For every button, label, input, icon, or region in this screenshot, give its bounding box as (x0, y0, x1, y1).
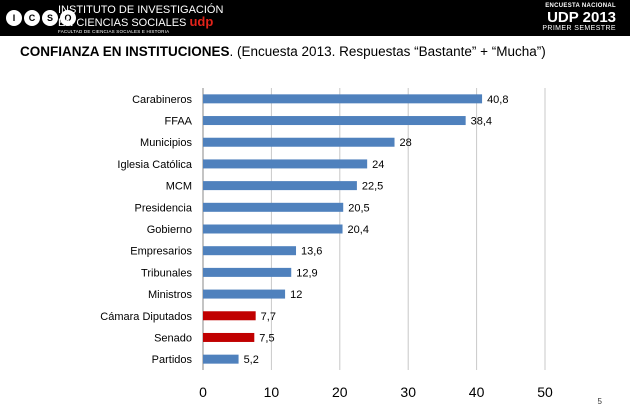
category-label: FFAA (164, 116, 192, 128)
grid-layer (202, 88, 546, 370)
logo-letter-o: O (60, 10, 76, 26)
survey-line3: PRIMER SEMESTRE (542, 25, 616, 32)
bar (203, 159, 368, 169)
x-tick-label: 50 (537, 384, 553, 400)
survey-line2: UDP 2013 (547, 9, 616, 26)
value-label: 7,7 (261, 311, 276, 323)
value-label: 12 (290, 289, 302, 301)
value-label: 38,4 (471, 116, 492, 128)
category-label: MCM (166, 181, 192, 193)
slide-title-bold: CONFIANZA EN INSTITUCIONES (20, 44, 230, 59)
slide-title: CONFIANZA EN INSTITUCIONES. (Encuesta 20… (20, 44, 546, 59)
logo-letter-s: S (42, 10, 58, 26)
header-bar (0, 0, 630, 36)
bar (203, 354, 239, 364)
bar (203, 311, 256, 321)
category-label: Carabineros (132, 94, 192, 106)
institute-line2: EN CIENCIAS SOCIALES (58, 17, 187, 29)
category-label: Gobierno (147, 224, 192, 236)
bar (203, 116, 466, 126)
bar (203, 224, 343, 234)
category-label: Empresarios (130, 246, 192, 258)
x-tick-label: 20 (332, 384, 348, 400)
bar (203, 137, 395, 147)
x-tick-label: 0 (199, 384, 207, 400)
bar (203, 94, 483, 104)
institute-subtitle: FACULTAD DE CIENCIAS SOCIALES E HISTORIA (58, 29, 170, 34)
value-label: 5,2 (244, 354, 259, 366)
institute-line1: INSTITUTO DE INVESTIGACIÓN (58, 4, 224, 16)
category-label: Tribunales (141, 267, 192, 279)
udp-brand: udp (189, 14, 214, 29)
value-label: 13,6 (301, 246, 322, 258)
x-tick-label: 40 (469, 384, 485, 400)
category-label: Ministros (148, 289, 193, 301)
logo-letter-i: I (6, 10, 22, 26)
icso-logo: I C S O (6, 6, 76, 30)
value-label: 22,5 (362, 181, 383, 193)
value-label: 20,4 (348, 224, 369, 236)
bar (203, 332, 255, 342)
bar (203, 267, 292, 277)
value-label: 20,5 (348, 202, 369, 214)
category-label: Presidencia (135, 202, 193, 214)
x-tick-label: 10 (264, 384, 280, 400)
category-label: Municipios (140, 137, 192, 149)
bar-layer (203, 94, 483, 364)
bar (203, 246, 297, 256)
bar (203, 202, 344, 212)
value-label: 24 (372, 159, 384, 171)
category-label: Iglesia Católica (117, 159, 192, 171)
page-number: 5 (597, 397, 602, 406)
bar (203, 289, 286, 299)
category-label: Cámara Diputados (100, 311, 192, 323)
category-label: Senado (154, 332, 192, 344)
value-label: 28 (400, 137, 412, 149)
bar (203, 181, 357, 191)
survey-badge: ENCUESTA NACIONAL UDP 2013 PRIMER SEMEST… (542, 3, 616, 33)
category-label: Partidos (152, 354, 193, 366)
value-label: 7,5 (259, 332, 274, 344)
value-label: 40,8 (487, 94, 508, 106)
slide-title-rest: . (Encuesta 2013. Respuestas “Bastante” … (229, 44, 546, 59)
value-label: 12,9 (296, 267, 317, 279)
logo-letter-c: C (24, 10, 40, 26)
label-layer: 0 10 20 30 40 50 Carabineros 40,8 FFAA 38,4 Munici… (100, 94, 553, 400)
survey-line1: ENCUESTA NACIONAL (545, 3, 616, 9)
x-tick-label: 30 (400, 384, 416, 400)
institute-name: INSTITUTO DE INVESTIGACIÓN EN CIENCIAS S… (58, 4, 223, 35)
